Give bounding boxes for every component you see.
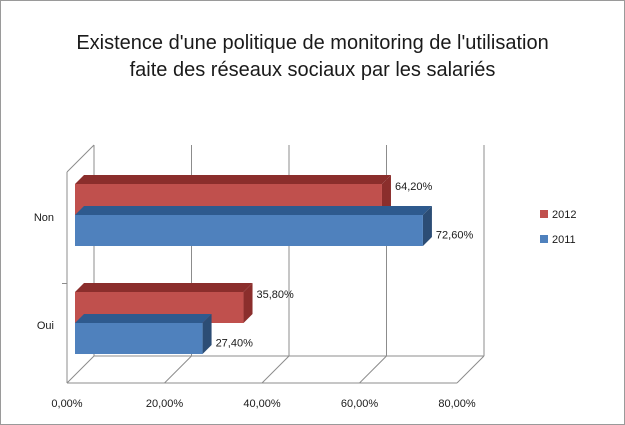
- bar-2011-0: [75, 215, 423, 246]
- legend-label-2012: 2012: [552, 209, 576, 221]
- chart-title: Existence d'une politique de monitoring …: [0, 30, 625, 84]
- data-label-2011-0: 72,60%: [436, 230, 474, 242]
- x-tick-label-2: 40,00%: [243, 398, 281, 410]
- bar-side-2012-0: [381, 175, 391, 215]
- legend-swatch-2012: [540, 210, 548, 218]
- data-label-2011-1: 27,40%: [216, 338, 254, 350]
- bar-top-2012-1: [75, 283, 253, 292]
- category-label-1: Oui: [37, 320, 54, 332]
- floor-line-2: [261, 355, 290, 384]
- floor-line-0: [66, 355, 95, 384]
- left-wall-top: [66, 144, 95, 173]
- bar-side-2011-1: [202, 314, 212, 354]
- chart-title-line-2: faite des réseaux sociaux par les salari…: [129, 59, 496, 81]
- data-label-2012-1: 35,80%: [257, 289, 295, 301]
- data-label-2012-0: 64,20%: [395, 181, 433, 193]
- x-tick-label-4: 80,00%: [438, 398, 476, 410]
- floor-line-4: [456, 355, 485, 384]
- legend-swatch-2011: [540, 235, 548, 243]
- x-tick-label-1: 20,00%: [146, 398, 184, 410]
- bar-top-2012-0: [75, 175, 391, 184]
- floor-line-3: [359, 355, 387, 384]
- bar-2011-1: [75, 323, 203, 354]
- category-label-0: Non: [34, 212, 54, 224]
- x-tick-label-3: 60,00%: [341, 398, 379, 410]
- chart-title-line-1: Existence d'une politique de monitoring …: [76, 32, 549, 54]
- bar-side-2011-0: [422, 206, 432, 246]
- bar-top-2011-1: [75, 314, 212, 323]
- legend-label-2011: 2011: [552, 234, 576, 246]
- x-tick-label-0: 0,00%: [51, 398, 82, 410]
- floor-line-1: [164, 355, 192, 384]
- bar-side-2012-1: [243, 283, 253, 323]
- bar-top-2011-0: [75, 206, 432, 215]
